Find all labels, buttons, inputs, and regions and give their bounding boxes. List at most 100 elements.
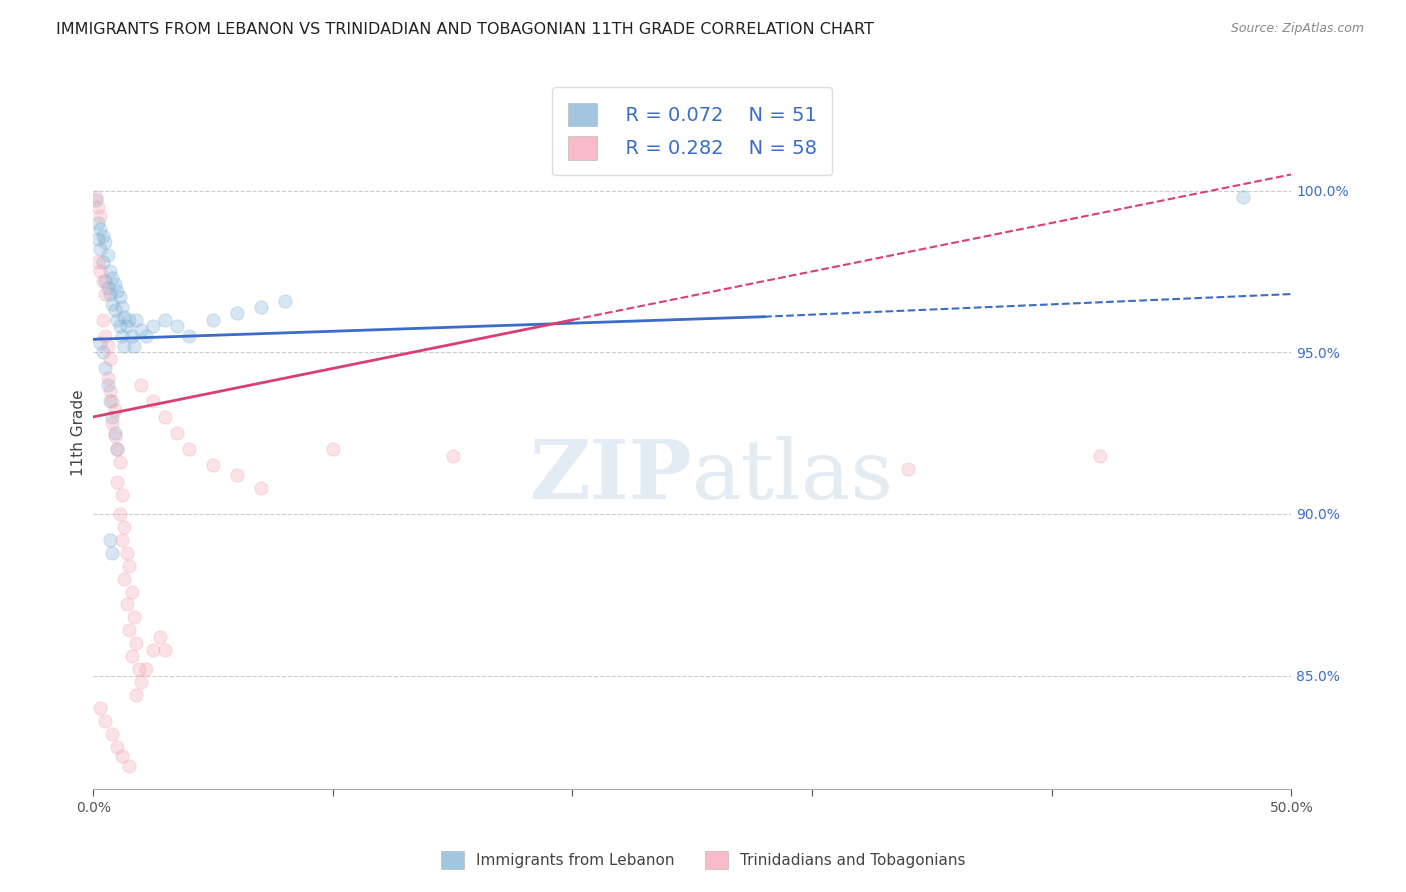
Point [129, 377, 152, 392]
Text: Source: ZipAtlas.com: Source: ZipAtlas.com [1230, 22, 1364, 36]
Text: atlas: atlas [692, 436, 894, 516]
Point [105, 739, 128, 754]
Point [118, 624, 141, 638]
Point [441, 449, 464, 463]
Point [250, 481, 273, 495]
Point [98, 264, 121, 278]
Point [122, 610, 145, 624]
Point [135, 329, 157, 343]
Point [274, 293, 297, 308]
Point [122, 339, 145, 353]
Point [91, 228, 114, 243]
Point [98, 393, 121, 408]
Point [98, 533, 121, 547]
Point [105, 313, 128, 327]
Point [1232, 190, 1254, 204]
Point [322, 442, 344, 457]
Point [98, 384, 121, 398]
Point [250, 300, 273, 314]
Point [104, 403, 127, 417]
Point [89, 222, 111, 236]
Point [142, 393, 165, 408]
Point [118, 313, 141, 327]
Point [108, 455, 131, 469]
Point [121, 649, 143, 664]
Point [201, 313, 224, 327]
Point [89, 335, 111, 350]
Point [89, 242, 111, 256]
Point [128, 662, 150, 676]
Point [98, 287, 121, 301]
Point [226, 306, 249, 320]
Point [104, 303, 127, 318]
Point [112, 310, 135, 324]
Point [91, 313, 114, 327]
Point [97, 377, 120, 392]
Point [125, 313, 148, 327]
Point [142, 319, 165, 334]
Point [97, 280, 120, 294]
Point [897, 461, 920, 475]
Point [94, 287, 117, 301]
Point [111, 533, 134, 547]
Point [101, 417, 124, 431]
Point [94, 274, 117, 288]
Point [149, 630, 172, 644]
Point [129, 675, 152, 690]
Point [98, 351, 121, 366]
Point [115, 319, 138, 334]
Point [91, 274, 114, 288]
Point [112, 339, 135, 353]
Point [104, 277, 127, 292]
Point [177, 442, 200, 457]
Point [91, 345, 114, 359]
Point [97, 339, 120, 353]
Point [112, 572, 135, 586]
Point [177, 329, 200, 343]
Point [111, 749, 134, 764]
Point [111, 487, 134, 501]
Point [121, 329, 143, 343]
Point [94, 235, 117, 250]
Point [104, 429, 127, 443]
Point [87, 200, 110, 214]
Point [111, 329, 134, 343]
Legend:   R = 0.072    N = 51,   R = 0.282    N = 58: R = 0.072 N = 51, R = 0.282 N = 58 [553, 87, 832, 176]
Point [101, 393, 124, 408]
Point [94, 329, 117, 343]
Point [129, 323, 152, 337]
Point [101, 271, 124, 285]
Point [115, 546, 138, 560]
Point [91, 254, 114, 268]
Point [153, 313, 176, 327]
Point [97, 371, 120, 385]
Point [111, 300, 134, 314]
Point [89, 701, 111, 715]
Point [101, 546, 124, 560]
Point [108, 319, 131, 334]
Point [226, 468, 249, 483]
Point [101, 409, 124, 424]
Point [153, 409, 176, 424]
Point [142, 642, 165, 657]
Point [97, 248, 120, 262]
Text: ZIP: ZIP [530, 436, 692, 516]
Point [125, 688, 148, 702]
Point [89, 210, 111, 224]
Point [87, 216, 110, 230]
Point [1088, 449, 1111, 463]
Point [87, 254, 110, 268]
Point [112, 520, 135, 534]
Point [94, 361, 117, 376]
Point [105, 442, 128, 457]
Point [135, 662, 157, 676]
Point [105, 442, 128, 457]
Point [101, 297, 124, 311]
Point [121, 584, 143, 599]
Point [153, 642, 176, 657]
Point [105, 475, 128, 489]
Point [125, 636, 148, 650]
Point [118, 759, 141, 773]
Point [166, 319, 188, 334]
Point [101, 727, 124, 741]
